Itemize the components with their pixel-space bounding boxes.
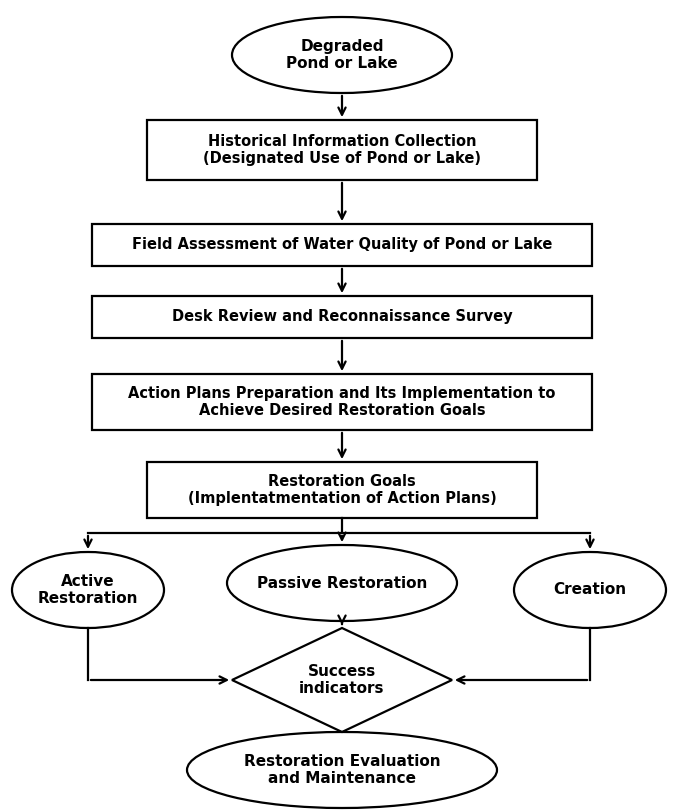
Text: Active
Restoration: Active Restoration bbox=[38, 574, 138, 606]
Text: Creation: Creation bbox=[553, 582, 627, 598]
Bar bbox=[92, 374, 592, 430]
Text: Restoration Evaluation
and Maintenance: Restoration Evaluation and Maintenance bbox=[244, 753, 440, 786]
Text: Passive Restoration: Passive Restoration bbox=[257, 576, 427, 590]
Text: Success
indicators: Success indicators bbox=[299, 663, 385, 696]
Bar bbox=[147, 462, 537, 518]
Bar bbox=[92, 296, 592, 338]
Text: Degraded
Pond or Lake: Degraded Pond or Lake bbox=[286, 39, 398, 71]
Text: Restoration Goals
(Implentatmentation of Action Plans): Restoration Goals (Implentatmentation of… bbox=[188, 474, 497, 506]
Text: Action Plans Preparation and Its Implementation to
Achieve Desired Restoration G: Action Plans Preparation and Its Impleme… bbox=[128, 386, 556, 418]
Text: Historical Information Collection
(Designated Use of Pond or Lake): Historical Information Collection (Desig… bbox=[203, 134, 481, 166]
Bar bbox=[147, 120, 537, 180]
Bar bbox=[92, 224, 592, 266]
Text: Field Assessment of Water Quality of Pond or Lake: Field Assessment of Water Quality of Pon… bbox=[132, 238, 552, 252]
Text: Desk Review and Reconnaissance Survey: Desk Review and Reconnaissance Survey bbox=[172, 310, 512, 324]
